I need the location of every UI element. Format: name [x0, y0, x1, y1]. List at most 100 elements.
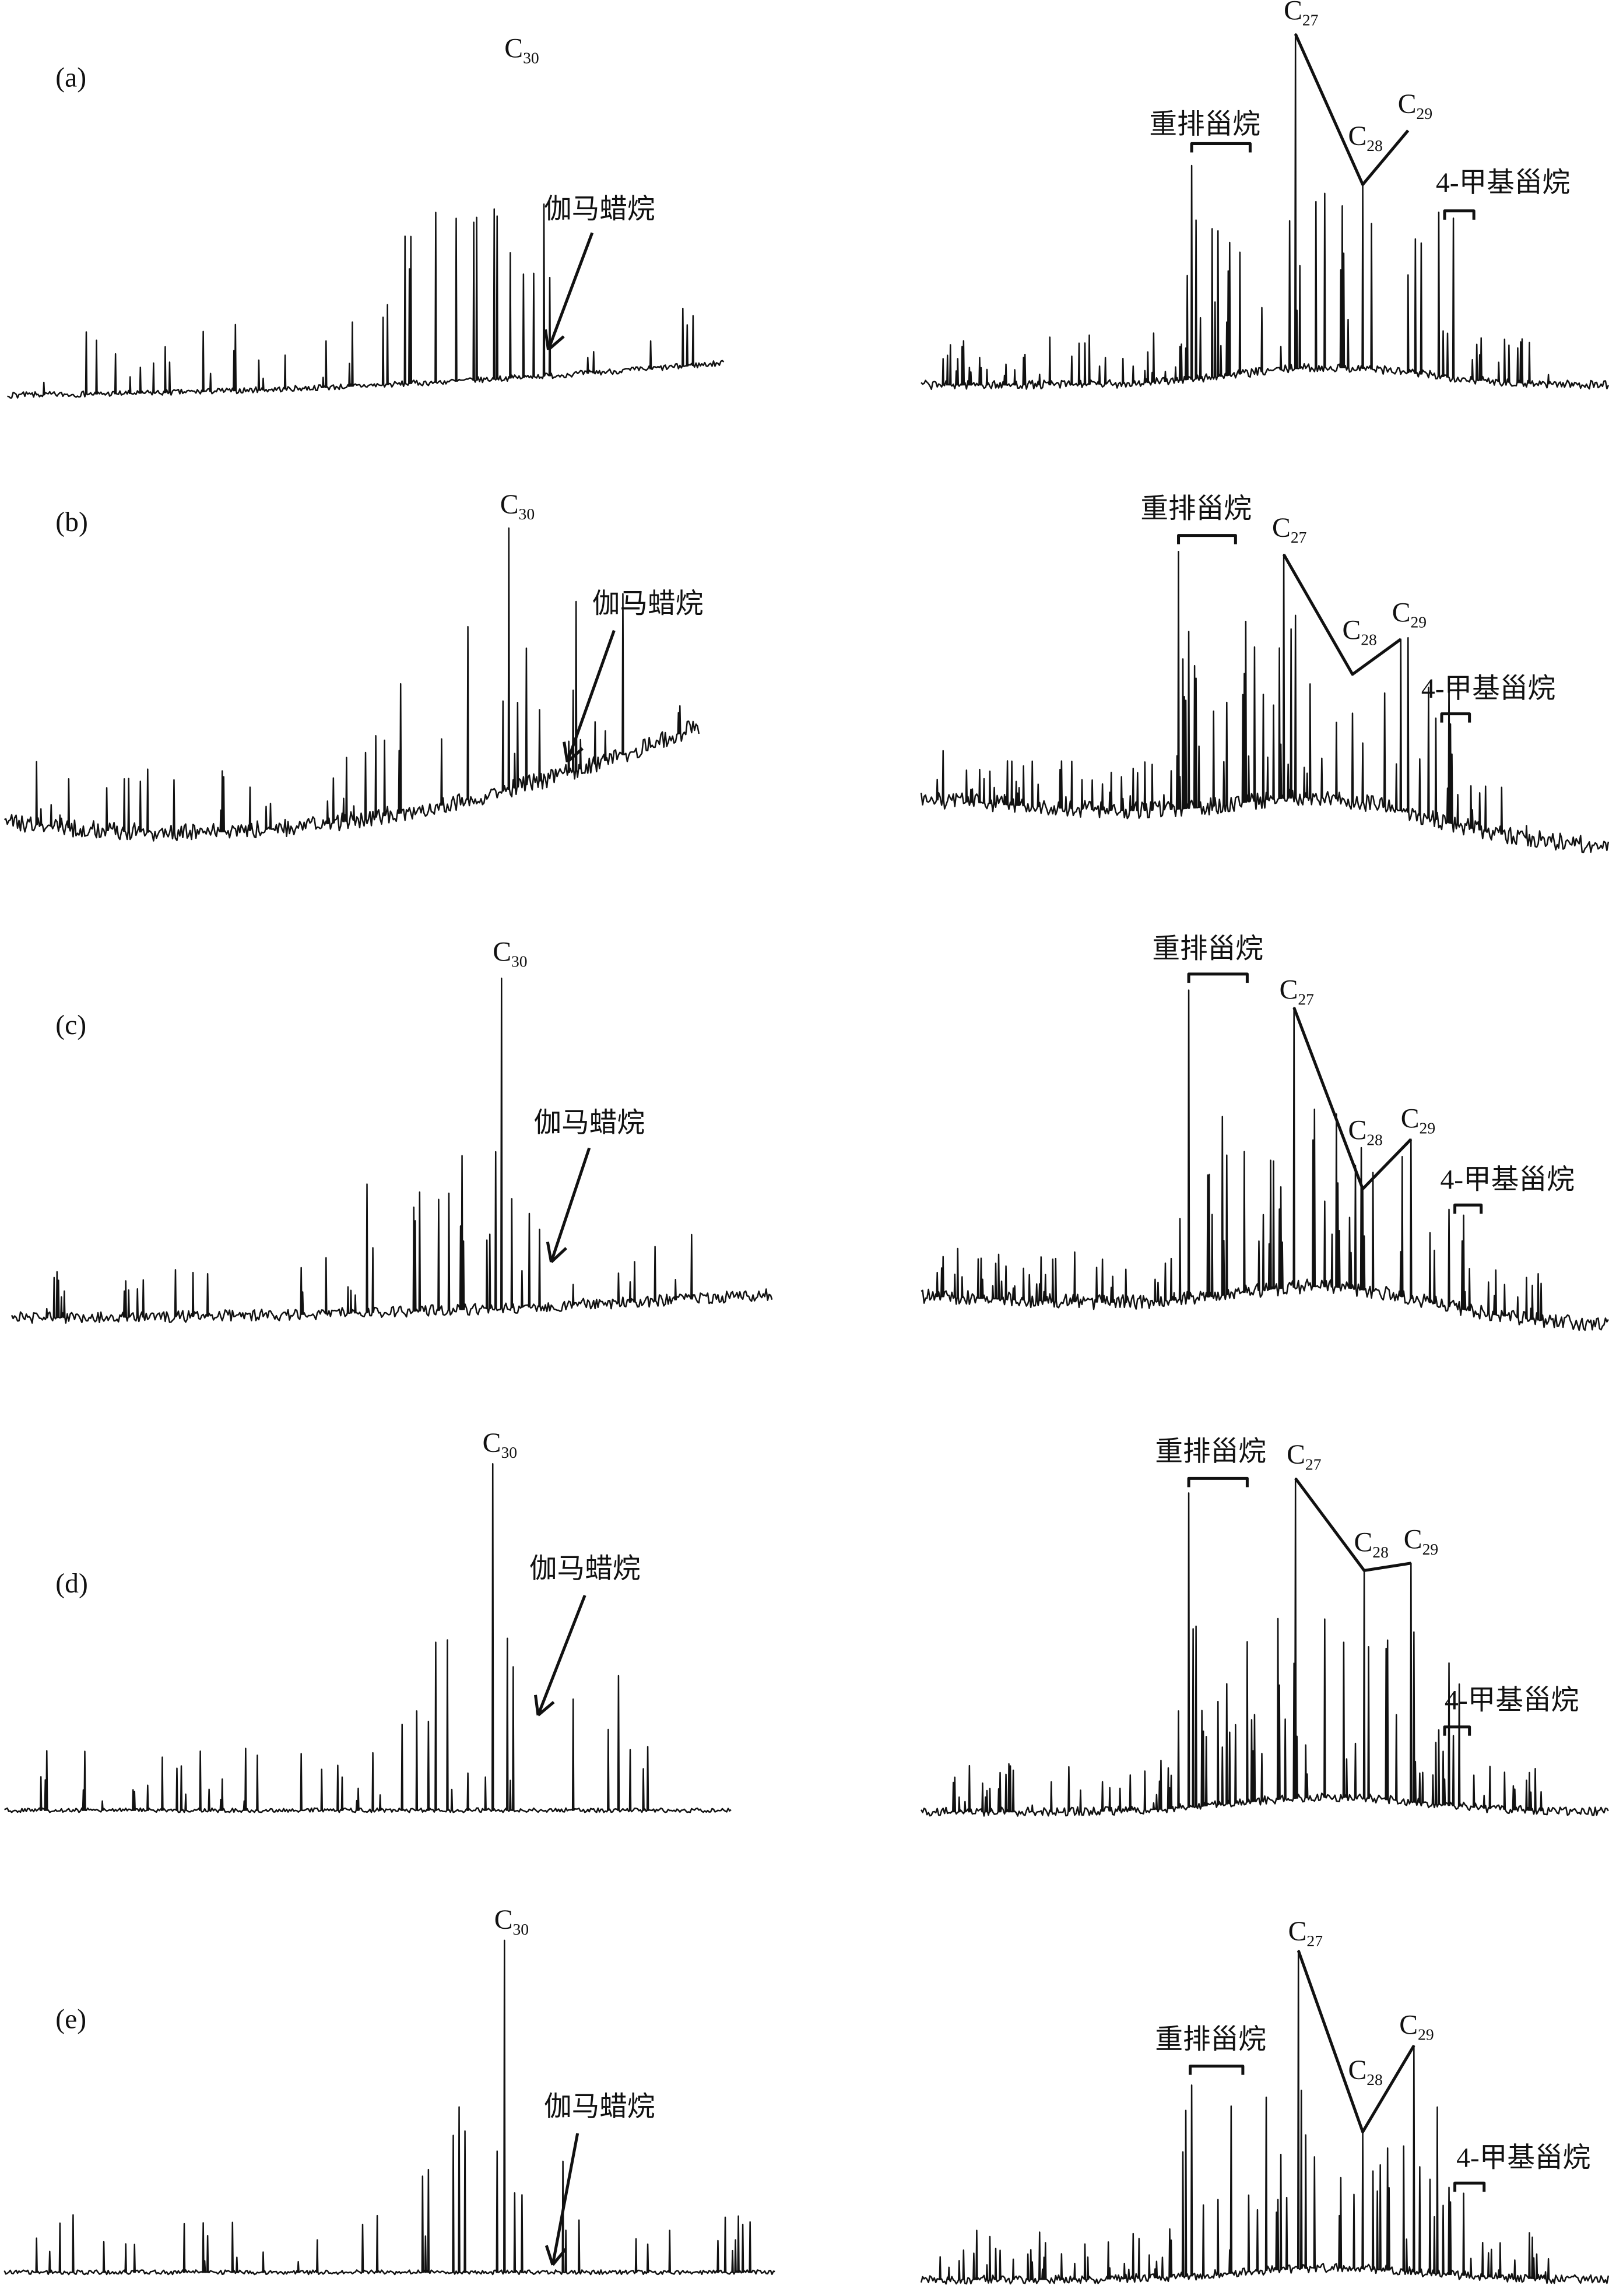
arrow [547, 232, 594, 350]
rearranged-sterane-label: 重排甾烷 [1152, 934, 1263, 964]
c30-label-letter: C [493, 937, 511, 967]
c28-label-sub: 28 [1366, 1130, 1383, 1148]
c28-label-sub: 28 [1361, 631, 1377, 649]
c30-label: C30 [483, 1428, 517, 1461]
c29-label-letter: C [1398, 89, 1417, 119]
c28-label: C28 [1342, 616, 1376, 649]
triterpane-trace [3, 527, 700, 842]
arrow-head [551, 2248, 567, 2266]
c28-label: C28 [1348, 2055, 1382, 2088]
arrow [550, 1147, 591, 1263]
c28-label-sub: 28 [1366, 2070, 1383, 2088]
sterane-trace [921, 989, 1609, 1331]
arrow [551, 2133, 579, 2266]
c29-label-sub: 29 [1422, 1540, 1439, 1558]
arrow-head [563, 741, 569, 762]
c27-label: C27 [1272, 513, 1306, 546]
arrow-head [550, 1247, 567, 1263]
c27-label-sub: 27 [1305, 1455, 1322, 1473]
arrow [565, 630, 616, 763]
triterpane-trace [4, 1462, 732, 1813]
c30-label-sub: 30 [511, 952, 528, 970]
c29-label-sub: 29 [1420, 1119, 1436, 1137]
panel-label: (b) [55, 507, 88, 537]
c28-label-sub: 28 [1372, 1543, 1389, 1561]
triterpane-trace [3, 1939, 775, 2276]
sterane-trace [920, 1950, 1610, 2285]
gammacerane-label: 伽马蜡烷 [544, 2092, 655, 2122]
rearranged-sterane-label: 重排甾烷 [1140, 494, 1252, 525]
bracket [1187, 972, 1249, 983]
sterane-link [1292, 1007, 1413, 1191]
methyl-sterane-label: 4-甲基甾烷 [1445, 1686, 1579, 1716]
bracket [1453, 2181, 1486, 2192]
bracket [1443, 1725, 1471, 1736]
methyl-sterane-label: 4-甲基甾烷 [1456, 2143, 1590, 2174]
c28-label-letter: C [1348, 2055, 1366, 2086]
bracket [1189, 2065, 1245, 2075]
c28-label-sub: 28 [1366, 136, 1383, 154]
arrow-head [537, 1701, 555, 1717]
sterane-link [1294, 1477, 1411, 1572]
arrow-head [534, 1694, 540, 1715]
sterane-link [1282, 553, 1402, 676]
rearranged-sterane-label: 重排甾烷 [1149, 110, 1260, 140]
c27-label: C27 [1287, 1440, 1321, 1473]
c27-label-letter: C [1280, 975, 1298, 1005]
c30-label-sub: 30 [519, 505, 535, 523]
bracket [1177, 534, 1237, 544]
panel-label: (c) [55, 1010, 86, 1040]
arrow [536, 1595, 586, 1716]
c29-label: C29 [1399, 2010, 1434, 2043]
c29-label: C29 [1401, 1103, 1435, 1137]
sterane-link [1297, 1950, 1415, 2133]
triterpane-trace [10, 978, 773, 1324]
bracket [1190, 142, 1252, 153]
c30-label-letter: C [500, 490, 519, 520]
bracket [1443, 209, 1476, 220]
gammacerane-label: 伽马蜡烷 [592, 589, 704, 620]
c29-label-letter: C [1401, 1103, 1420, 1134]
c27-label-letter: C [1284, 0, 1302, 26]
rearranged-sterane-label: 重排甾烷 [1155, 1437, 1266, 1467]
c30-label-sub: 30 [513, 1920, 529, 1938]
c28-label: C28 [1348, 1115, 1382, 1148]
c28-label-letter: C [1342, 616, 1361, 646]
c30-label: C30 [493, 937, 527, 970]
c27-label-sub: 27 [1291, 528, 1307, 546]
gammacerane-label: 伽马蜡烷 [529, 1554, 641, 1584]
c28-label-letter: C [1348, 1115, 1366, 1145]
c30-label: C30 [504, 33, 539, 66]
sterane-trace [920, 1478, 1609, 1817]
panel-label: (d) [55, 1569, 88, 1599]
c29-label-sub: 29 [1417, 104, 1433, 122]
arrow-head [544, 2245, 554, 2266]
c27-label-letter: C [1272, 513, 1291, 543]
c30-label-sub: 30 [501, 1443, 517, 1461]
rearranged-sterane-label: 重排甾烷 [1155, 2024, 1266, 2055]
c29-label-letter: C [1399, 2010, 1418, 2040]
triterpane-trace [7, 203, 725, 399]
sterane-trace [921, 33, 1610, 391]
c27-label-sub: 27 [1298, 990, 1314, 1008]
c27-label-letter: C [1287, 1440, 1305, 1470]
arrow-head [546, 1242, 553, 1263]
bracket [1187, 1476, 1249, 1488]
panel-label: (a) [55, 63, 86, 93]
methyl-sterane-label: 4-甲基甾烷 [1440, 1165, 1574, 1196]
c30-label-letter: C [483, 1428, 501, 1458]
c29-label-letter: C [1404, 1525, 1422, 1555]
methyl-sterane-label: 4-甲基甾烷 [1436, 168, 1570, 198]
c27-label: C27 [1284, 0, 1318, 29]
c29-label: C29 [1398, 89, 1432, 122]
c28-label: C28 [1354, 1528, 1389, 1561]
gammacerane-label: 伽马蜡烷 [544, 194, 655, 224]
c28-label-letter: C [1348, 121, 1366, 152]
c29-label: C29 [1392, 598, 1427, 631]
c30-label: C30 [500, 490, 535, 523]
arrow-head [547, 335, 565, 351]
sterane-trace [920, 550, 1610, 853]
c30-label-letter: C [504, 33, 523, 64]
